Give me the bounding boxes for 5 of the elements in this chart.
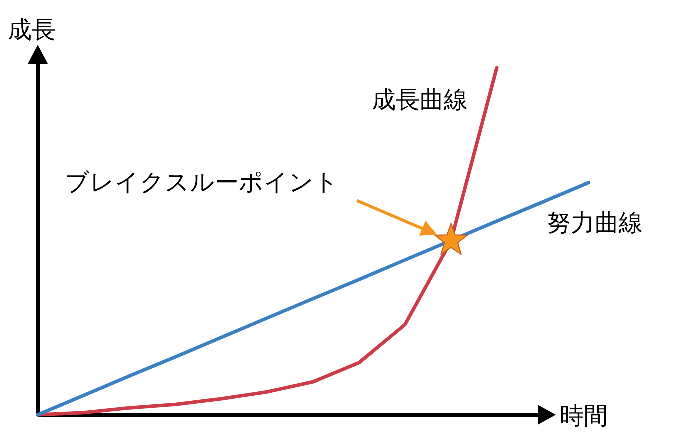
x-axis-title: 時間: [560, 402, 608, 430]
annotation: ブレイクスルーポイント: [65, 168, 339, 197]
y-axis-title: 成長: [8, 16, 56, 44]
series-label: 成長曲線: [372, 86, 468, 114]
series-label: 努力曲線: [546, 208, 643, 237]
